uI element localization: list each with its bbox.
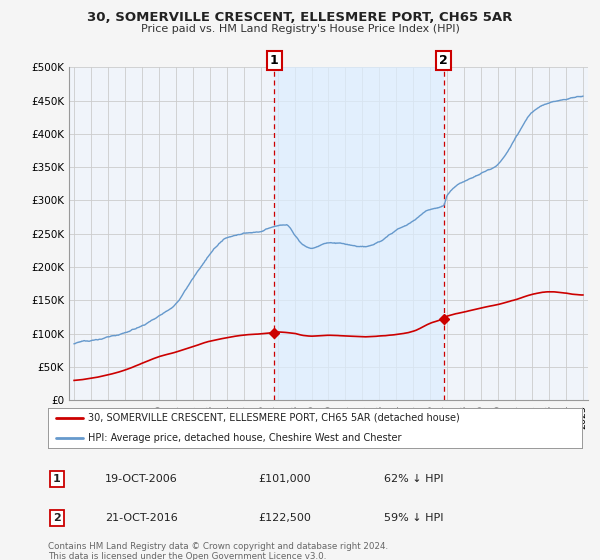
- Text: £101,000: £101,000: [258, 474, 311, 484]
- Text: 30, SOMERVILLE CRESCENT, ELLESMERE PORT, CH65 5AR (detached house): 30, SOMERVILLE CRESCENT, ELLESMERE PORT,…: [88, 413, 460, 423]
- Text: 21-OCT-2016: 21-OCT-2016: [105, 513, 178, 523]
- Text: 62% ↓ HPI: 62% ↓ HPI: [384, 474, 443, 484]
- Text: 1: 1: [53, 474, 61, 484]
- Text: 30, SOMERVILLE CRESCENT, ELLESMERE PORT, CH65 5AR: 30, SOMERVILLE CRESCENT, ELLESMERE PORT,…: [88, 11, 512, 24]
- Bar: [274, 67, 443, 400]
- Text: 2: 2: [439, 54, 448, 67]
- Text: Price paid vs. HM Land Registry's House Price Index (HPI): Price paid vs. HM Land Registry's House …: [140, 24, 460, 34]
- Text: £122,500: £122,500: [258, 513, 311, 523]
- Text: HPI: Average price, detached house, Cheshire West and Chester: HPI: Average price, detached house, Ches…: [88, 433, 401, 443]
- Text: 2: 2: [53, 513, 61, 523]
- Text: 19-OCT-2006: 19-OCT-2006: [105, 474, 178, 484]
- Text: Contains HM Land Registry data © Crown copyright and database right 2024.
This d: Contains HM Land Registry data © Crown c…: [48, 542, 388, 560]
- Text: 59% ↓ HPI: 59% ↓ HPI: [384, 513, 443, 523]
- Text: 1: 1: [269, 54, 278, 67]
